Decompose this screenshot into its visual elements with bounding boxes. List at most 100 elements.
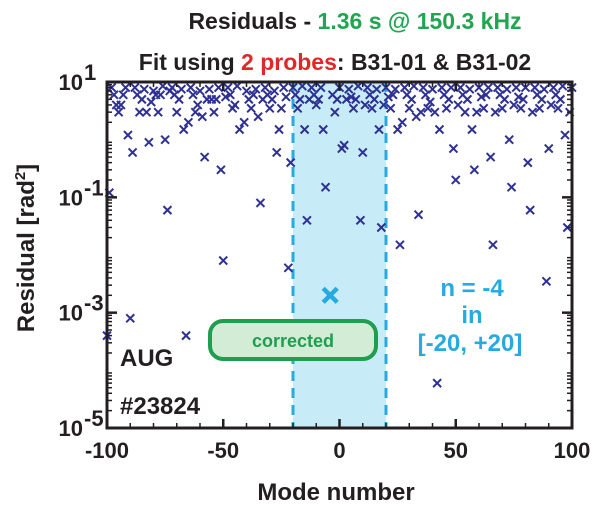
data-point — [499, 94, 510, 105]
data-point — [223, 82, 233, 93]
data-point — [437, 82, 447, 93]
data-point — [213, 82, 224, 93]
y-tick-label: 10 — [59, 70, 83, 95]
data-point — [116, 100, 126, 110]
data-point — [113, 107, 124, 117]
data-point — [520, 82, 531, 93]
data-point — [251, 84, 261, 94]
data-point — [299, 124, 310, 135]
title2-probe-count: 2 probes — [241, 49, 337, 75]
data-point — [192, 100, 203, 110]
data-point — [127, 147, 138, 158]
x-tick-label: 100 — [554, 438, 591, 463]
data-point — [374, 124, 384, 135]
title-time-frequency: 1.36 s @ 150.3 kHz — [318, 8, 522, 34]
data-point — [134, 107, 145, 117]
data-point — [190, 107, 201, 117]
data-point — [527, 107, 538, 117]
y-tick-label: 10 — [59, 301, 83, 326]
data-point — [176, 84, 187, 94]
data-point — [316, 82, 326, 93]
data-point — [504, 134, 514, 145]
data-point — [516, 103, 526, 113]
data-point — [378, 100, 389, 110]
corrected-badge-label: corrected — [252, 331, 334, 351]
data-point — [434, 124, 445, 135]
data-point — [513, 92, 524, 102]
data-point — [451, 175, 461, 185]
data-point — [423, 103, 433, 113]
data-point — [525, 205, 535, 215]
data-point — [404, 103, 414, 113]
data-point — [511, 82, 521, 93]
data-point — [330, 107, 340, 117]
data-point — [541, 276, 552, 286]
data-point — [416, 107, 426, 117]
data-point — [167, 82, 177, 93]
data-point — [509, 100, 519, 110]
data-point — [174, 94, 184, 105]
data-point — [555, 94, 566, 105]
data-point — [181, 330, 191, 341]
mode-in-label: in — [461, 302, 482, 329]
data-point — [376, 222, 387, 233]
data-point — [432, 378, 442, 388]
data-point — [225, 90, 235, 100]
data-point — [318, 124, 328, 135]
data-point — [183, 117, 194, 128]
data-point — [467, 124, 477, 135]
data-point — [172, 107, 182, 117]
data-point — [209, 107, 219, 117]
data-point — [185, 82, 196, 93]
data-point — [471, 107, 482, 117]
data-point — [395, 240, 405, 250]
machine-label: AUG — [120, 345, 173, 372]
data-point — [523, 157, 533, 168]
data-point — [413, 209, 424, 220]
data-point — [427, 84, 438, 94]
data-point — [139, 84, 149, 94]
data-point — [474, 82, 484, 93]
data-point — [369, 94, 380, 105]
data-point — [153, 107, 163, 117]
data-point — [118, 90, 128, 100]
data-point — [188, 90, 198, 100]
mode-n-value: n = -4 — [440, 275, 504, 302]
data-point — [120, 82, 131, 93]
data-point — [462, 94, 473, 105]
title-prefix: Residuals - — [188, 8, 317, 34]
data-point — [448, 143, 459, 154]
data-point — [483, 82, 494, 93]
data-point — [497, 103, 507, 113]
data-point — [320, 182, 331, 192]
data-point — [204, 84, 215, 94]
y-tick-label: 10 — [59, 416, 83, 441]
data-point — [406, 94, 417, 105]
data-point — [339, 140, 349, 150]
data-point — [539, 84, 549, 94]
data-point — [341, 94, 352, 105]
data-point — [344, 84, 354, 94]
y-tick-exponent: -3 — [84, 291, 104, 316]
data-point — [241, 86, 252, 96]
data-point — [246, 103, 256, 113]
data-point — [476, 92, 487, 102]
data-point — [239, 117, 249, 128]
data-point — [425, 97, 435, 107]
data-point — [248, 90, 259, 100]
data-point — [546, 100, 556, 110]
data-point — [272, 147, 282, 158]
data-point — [355, 215, 366, 225]
data-point — [399, 82, 410, 93]
highlight-point — [321, 286, 339, 304]
data-point — [469, 165, 480, 175]
data-point — [269, 86, 280, 96]
chart-title-line1: Residuals - 1.36 s @ 150.3 kHz — [188, 8, 521, 34]
data-point — [141, 107, 152, 117]
data-point — [548, 82, 559, 93]
title2-prefix: Fit using — [139, 49, 241, 75]
y-tick-label: 10 — [59, 185, 83, 210]
data-point — [288, 82, 298, 93]
data-point — [441, 103, 452, 113]
data-point — [130, 82, 140, 93]
